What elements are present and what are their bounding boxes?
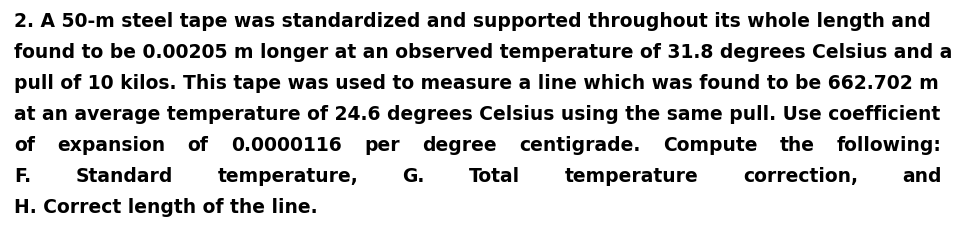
Text: correction,: correction, [743, 166, 858, 185]
Text: temperature,: temperature, [217, 166, 358, 185]
Text: found to be 0.00205 m longer at an observed temperature of 31.8 degrees Celsius : found to be 0.00205 m longer at an obser… [14, 43, 952, 62]
Text: the: the [780, 136, 815, 154]
Text: 0.0000116: 0.0000116 [231, 136, 341, 154]
Text: Standard: Standard [76, 166, 173, 185]
Text: centigrade.: centigrade. [519, 136, 641, 154]
Text: Compute: Compute [663, 136, 757, 154]
Text: and: and [902, 166, 942, 185]
Text: of: of [14, 136, 34, 154]
Text: of: of [187, 136, 208, 154]
Text: pull of 10 kilos. This tape was used to measure a line which was found to be 662: pull of 10 kilos. This tape was used to … [14, 74, 939, 93]
Text: temperature: temperature [565, 166, 699, 185]
Text: G.: G. [402, 166, 424, 185]
Text: 2. A 50-m steel tape was standardized and supported throughout its whole length : 2. A 50-m steel tape was standardized an… [14, 12, 931, 31]
Text: H. Correct length of the line.: H. Correct length of the line. [14, 197, 317, 216]
Text: following:: following: [837, 136, 942, 154]
Text: F.: F. [14, 166, 32, 185]
Text: per: per [364, 136, 400, 154]
Text: expansion: expansion [57, 136, 165, 154]
Text: at an average temperature of 24.6 degrees Celsius using the same pull. Use coeff: at an average temperature of 24.6 degree… [14, 104, 941, 124]
Text: degree: degree [423, 136, 497, 154]
Text: Total: Total [469, 166, 520, 185]
